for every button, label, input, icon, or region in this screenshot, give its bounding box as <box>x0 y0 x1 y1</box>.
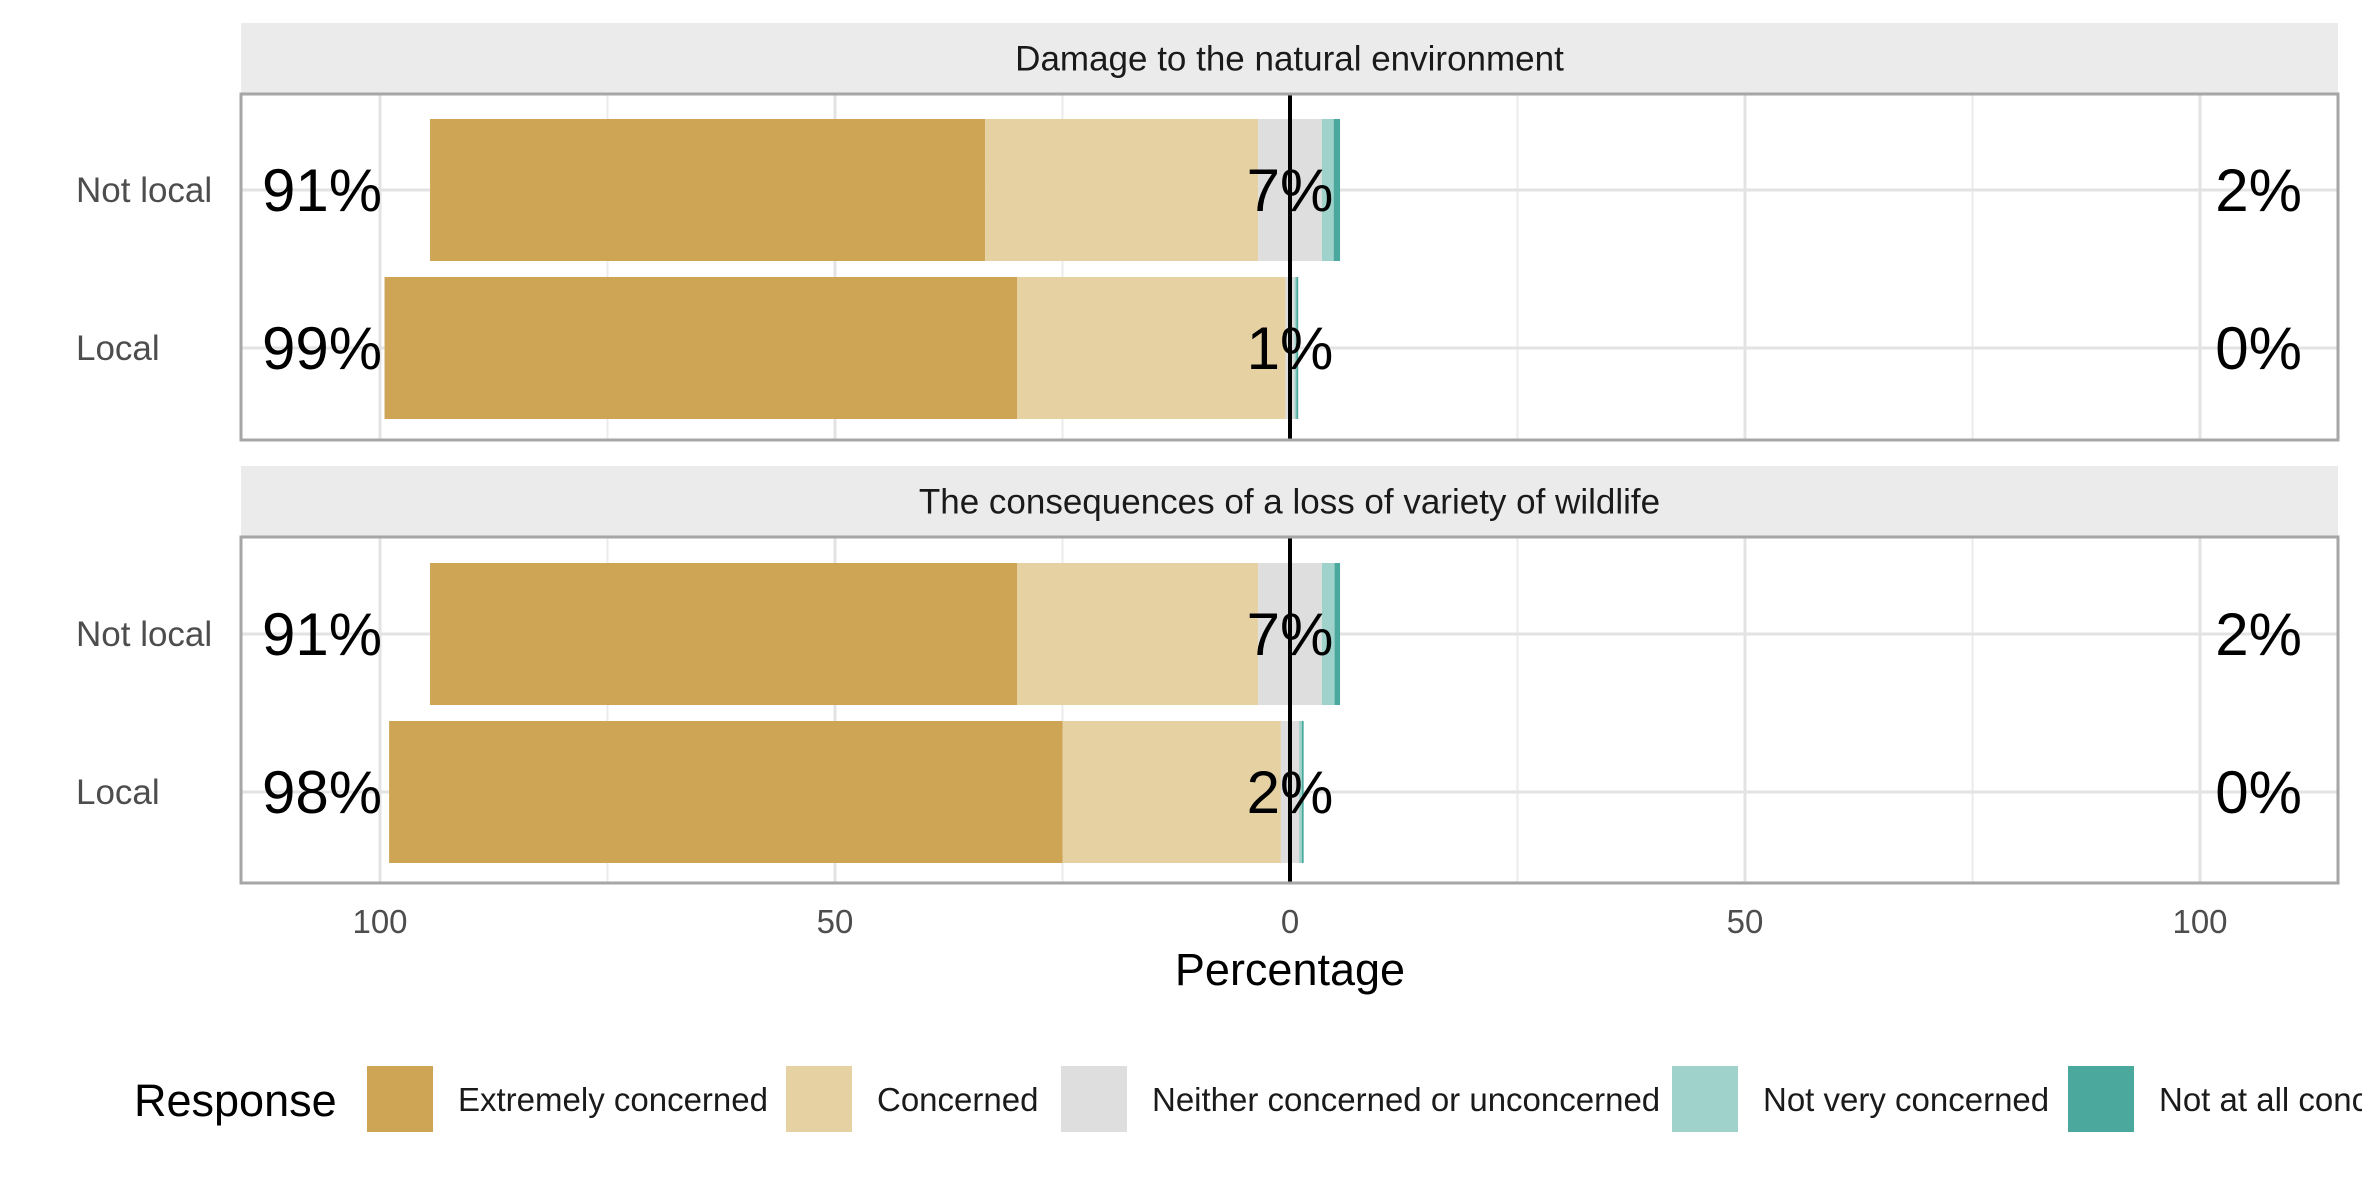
left-percent-label: 99% <box>262 315 382 382</box>
bar-concerned <box>985 119 1259 261</box>
y-tick-label: Not local <box>76 615 212 654</box>
legend-key <box>2068 1066 2134 1132</box>
legend-key <box>1061 1066 1127 1132</box>
y-tick-label: Local <box>76 329 160 368</box>
bar-extremely-concerned <box>430 563 1017 705</box>
x-axis: 100 50 0 50 100 <box>352 903 2227 940</box>
legend-title: Response <box>134 1075 337 1126</box>
bar-concerned <box>1017 563 1259 705</box>
bar-extremely-concerned <box>384 277 1017 419</box>
bar-not-very-concerned <box>1299 721 1302 863</box>
bar-extremely-concerned <box>430 119 986 261</box>
x-tick-label: 50 <box>817 903 854 940</box>
left-percent-label: 91% <box>262 601 382 668</box>
legend-key <box>367 1066 433 1132</box>
bar-not-very-concerned <box>1321 563 1335 705</box>
panel-2: The consequences of a loss of variety of… <box>76 466 2340 885</box>
x-axis-title: Percentage <box>1175 944 1405 995</box>
bar-concerned <box>1062 721 1281 863</box>
x-tick-label: 0 <box>1281 903 1299 940</box>
legend-key <box>786 1066 852 1132</box>
legend-key <box>1672 1066 1738 1132</box>
left-percent-label: 91% <box>262 157 382 224</box>
bar-not-at-all-concerned <box>1301 721 1304 863</box>
bar-not-very-concerned <box>1294 277 1297 419</box>
panels: Damage to the natural environment Not loc… <box>76 23 2340 885</box>
y-tick-label: Local <box>76 773 160 812</box>
bar-not-at-all-concerned <box>1296 277 1299 419</box>
y-tick-label: Not local <box>76 171 212 210</box>
x-tick-label: 100 <box>352 903 407 940</box>
bar-not-at-all-concerned <box>1333 119 1341 261</box>
panel-border <box>239 92 2340 442</box>
bar-not-very-concerned <box>1321 119 1334 261</box>
panel-strip <box>241 466 2338 537</box>
right-percent-label: 0% <box>2215 759 2302 826</box>
legend-label: Not very concerned <box>1763 1081 2049 1118</box>
right-percent-label: 2% <box>2215 157 2302 224</box>
legend-label: Not at all concerned <box>2159 1081 2362 1118</box>
x-tick-label: 100 <box>2172 903 2227 940</box>
legend-label: Neither concerned or unconcerned <box>1152 1081 1660 1118</box>
legend-label: Concerned <box>877 1081 1038 1118</box>
bar-not-at-all-concerned <box>1334 563 1341 705</box>
bar-extremely-concerned <box>389 721 1063 863</box>
legend-label: Extremely concerned <box>458 1081 768 1118</box>
panel-1: Damage to the natural environment Not loc… <box>76 23 2340 442</box>
left-percent-label: 98% <box>262 759 382 826</box>
legend: Response Extremely concerned Concerned Neit… <box>134 1066 2362 1132</box>
x-tick-label: 50 <box>1727 903 1764 940</box>
panel-title: The consequences of a loss of variety of… <box>919 483 1660 522</box>
bar-concerned <box>1017 277 1286 419</box>
right-percent-label: 2% <box>2215 601 2302 668</box>
panel-title: Damage to the natural environment <box>1015 40 1564 79</box>
right-percent-label: 0% <box>2215 315 2302 382</box>
panel-strip <box>241 23 2338 94</box>
panel-border <box>239 535 2340 885</box>
